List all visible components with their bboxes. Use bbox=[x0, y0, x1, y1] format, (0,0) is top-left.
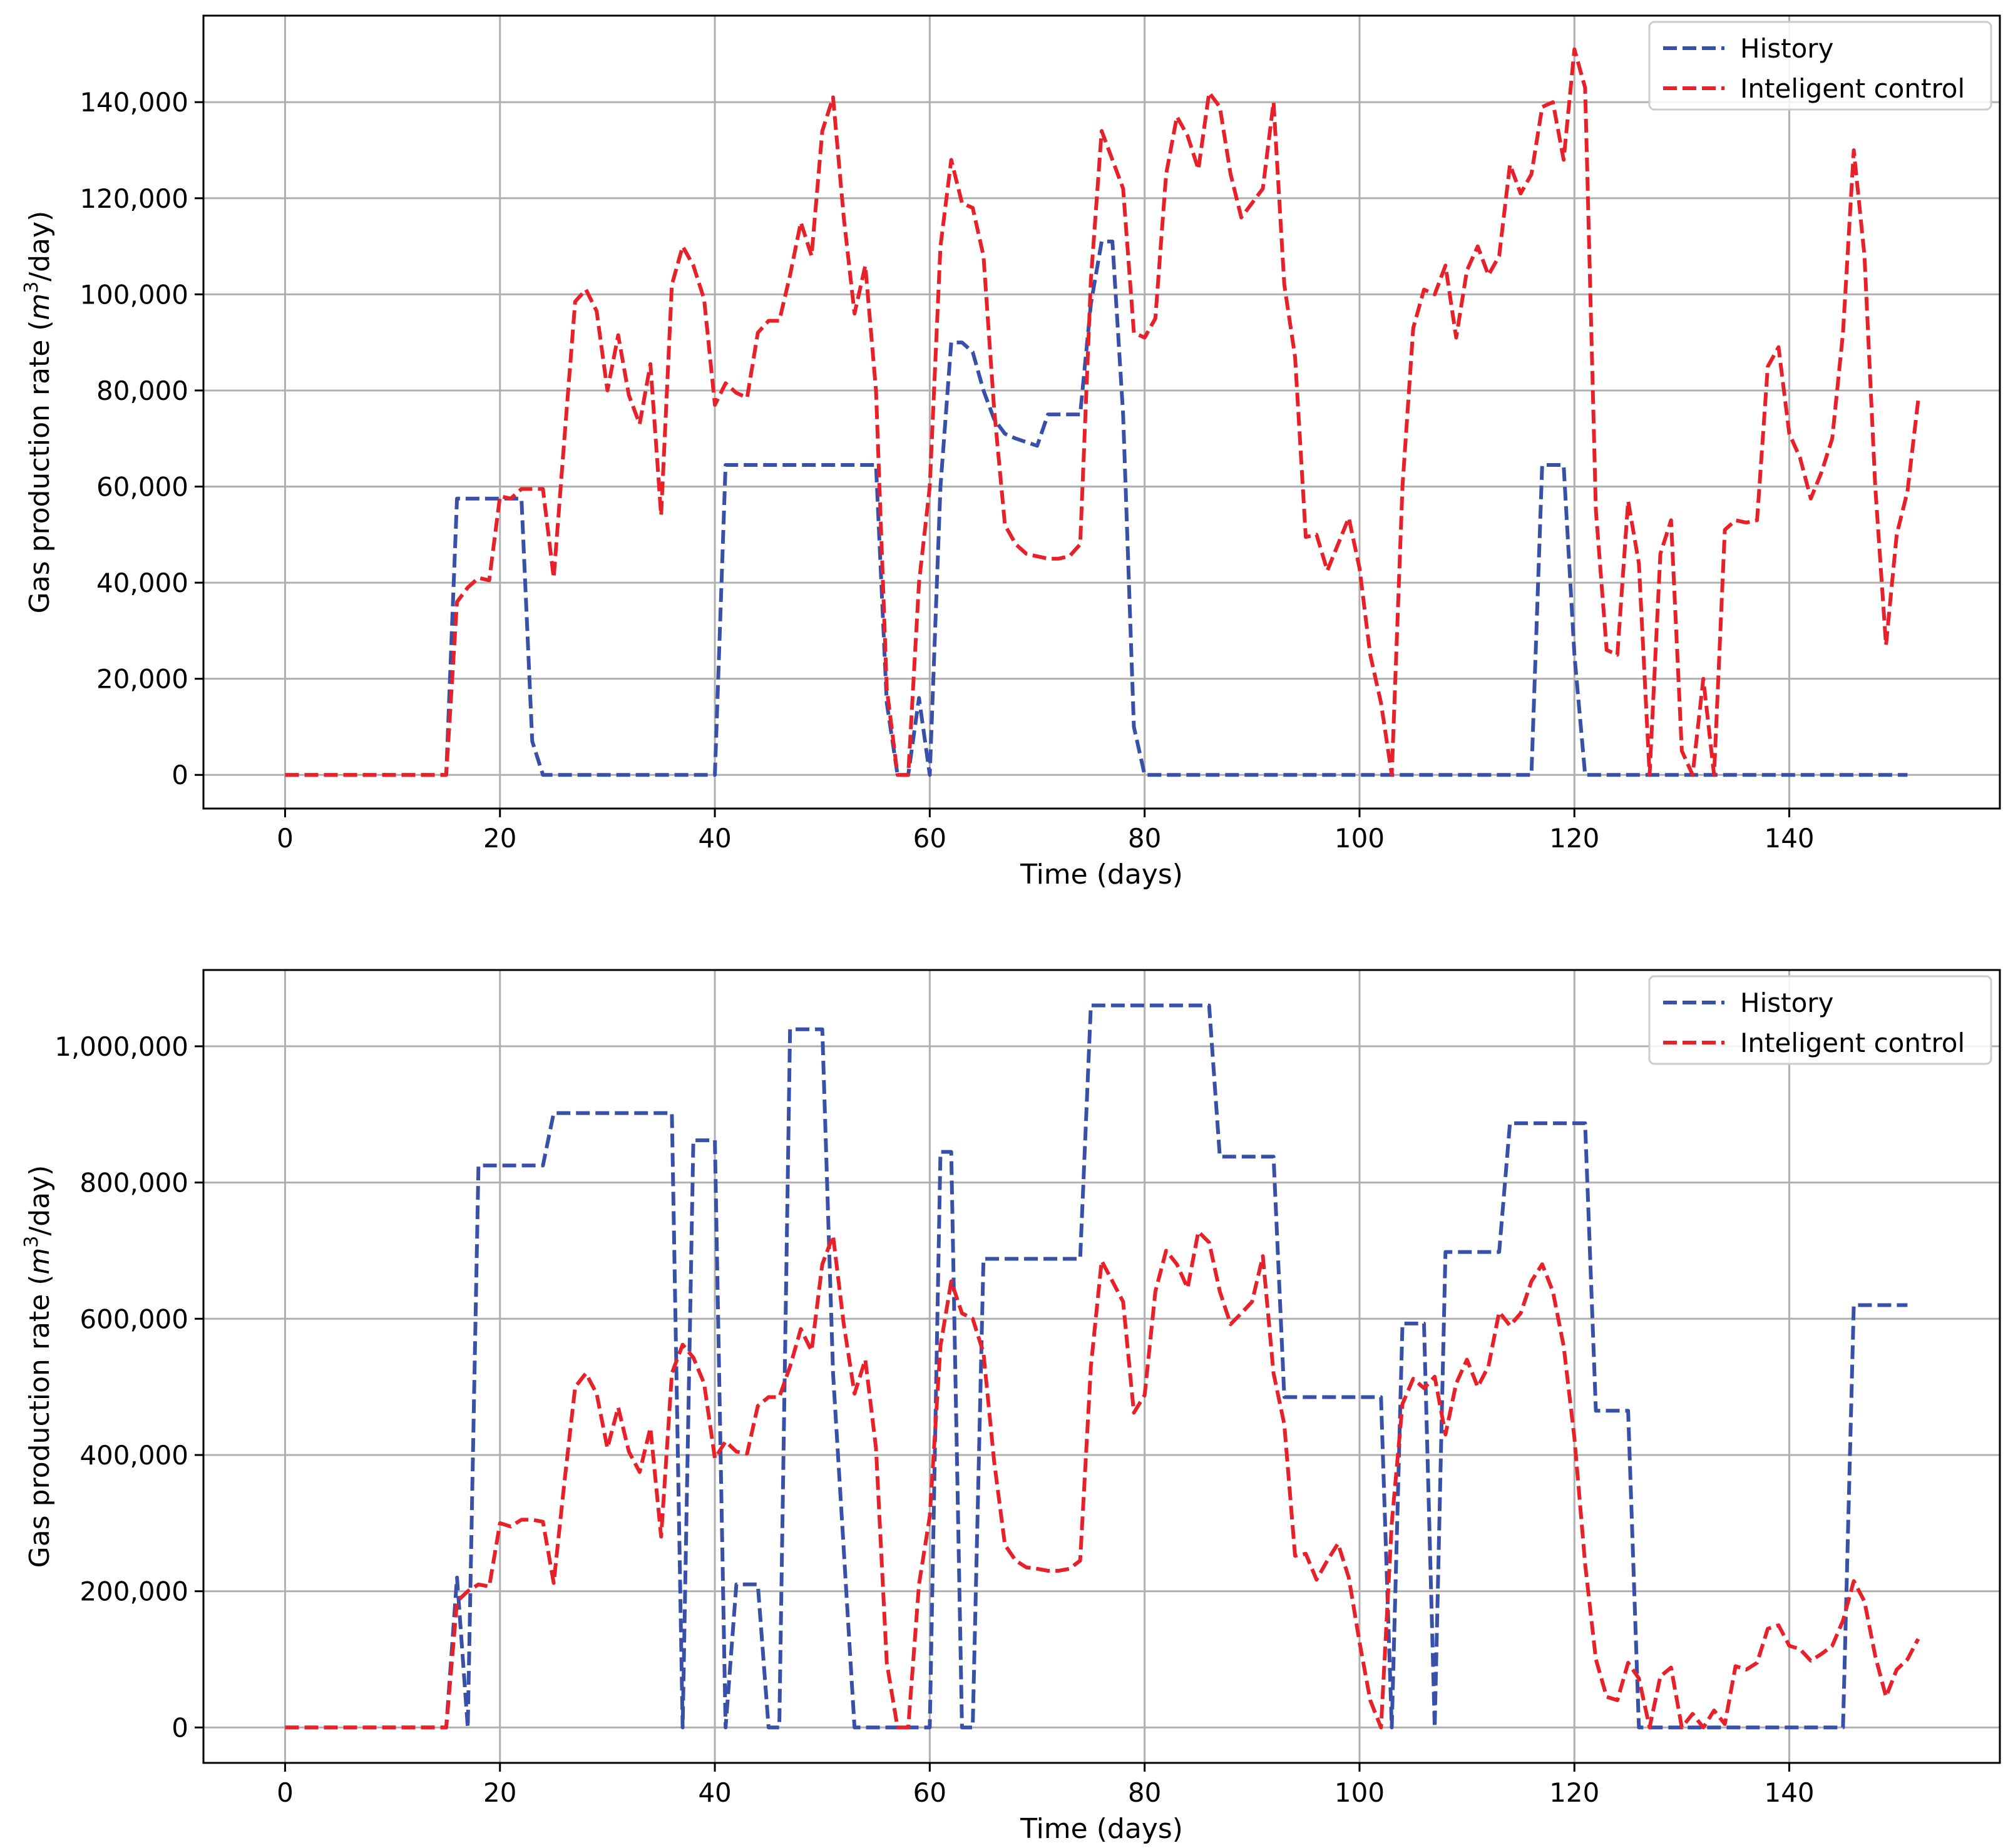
chart-panel-1: 0 20 40 60 80 100 120 140 0 20,000 40,000 60,000 80,… bbox=[21, 14, 2001, 891]
axes-frame bbox=[202, 969, 2001, 1764]
x-tick-label: 120 bbox=[1549, 1777, 1599, 1808]
y-tick-label: 600,000 bbox=[79, 1304, 188, 1334]
x-tick-label: 80 bbox=[1128, 823, 1161, 854]
series-line-inteligent-control bbox=[285, 1230, 1920, 1730]
legend: History Inteligent control bbox=[1648, 21, 1992, 111]
y-tick-label: 40,000 bbox=[96, 568, 188, 598]
y-axis-label-suffix: /day) bbox=[24, 1165, 56, 1236]
y-axis-label-suffix: /day) bbox=[24, 211, 56, 282]
y-tick-label: 20,000 bbox=[96, 664, 188, 695]
y-axis-label-superscript: 3 bbox=[21, 282, 43, 294]
y-tick-label: 0 bbox=[172, 1712, 188, 1743]
x-tick-label: 20 bbox=[483, 823, 516, 854]
series-line-history bbox=[285, 239, 1908, 777]
x-tick-label: 100 bbox=[1334, 1777, 1385, 1808]
x-tick-label: 40 bbox=[698, 823, 731, 854]
y-tick-label: 0 bbox=[172, 760, 188, 790]
y-axis-label-prefix: Gas production rate ( bbox=[24, 320, 56, 614]
y-axis-label: Gas production rate (m3/day) bbox=[21, 211, 56, 614]
x-tick-label: 140 bbox=[1764, 823, 1814, 854]
x-tick-label: 0 bbox=[277, 1777, 294, 1808]
y-tick-label: 140,000 bbox=[79, 87, 188, 118]
axes-frame bbox=[202, 14, 2001, 810]
legend-label: History bbox=[1740, 988, 1833, 1018]
y-tick-label: 800,000 bbox=[79, 1168, 188, 1198]
x-tick-label: 60 bbox=[913, 823, 946, 854]
y-tick-label: 80,000 bbox=[96, 375, 188, 406]
y-tick-label: 400,000 bbox=[79, 1440, 188, 1471]
y-axis-label-prefix: Gas production rate ( bbox=[24, 1275, 56, 1568]
x-tick-label: 0 bbox=[277, 823, 294, 854]
x-axis-label: Time (days) bbox=[1020, 859, 1183, 891]
chart-panel-2: 0 20 40 60 80 100 120 140 0 200,000 400,000 600,000… bbox=[21, 969, 2001, 1845]
x-tick-label: 60 bbox=[913, 1777, 946, 1808]
x-tick-label: 100 bbox=[1334, 823, 1385, 854]
series-line-inteligent-control bbox=[285, 47, 1920, 777]
y-tick-label: 60,000 bbox=[96, 472, 188, 503]
x-tick-label: 20 bbox=[483, 1777, 516, 1808]
x-tick-label: 40 bbox=[698, 1777, 731, 1808]
legend-box bbox=[1648, 975, 1992, 1065]
x-tick-label: 140 bbox=[1764, 1777, 1814, 1808]
y-axis-label-unit: m bbox=[24, 1248, 56, 1275]
legend: History Inteligent control bbox=[1648, 975, 1992, 1065]
series-group bbox=[285, 1003, 1920, 1730]
x-tick-label: 80 bbox=[1128, 1777, 1161, 1808]
y-tick-label: 120,000 bbox=[79, 183, 188, 214]
series-line-history bbox=[285, 1003, 1908, 1730]
y-tick-label: 200,000 bbox=[79, 1576, 188, 1607]
legend-label: History bbox=[1740, 33, 1833, 64]
y-axis-label: Gas production rate (m3/day) bbox=[21, 1165, 56, 1568]
x-axis-label: Time (days) bbox=[1020, 1813, 1183, 1845]
y-tick-label: 1,000,000 bbox=[54, 1031, 188, 1062]
y-axis-label-unit: m bbox=[24, 294, 56, 320]
y-tick-label: 100,000 bbox=[79, 279, 188, 310]
series-group bbox=[285, 47, 1920, 777]
legend-label: Inteligent control bbox=[1740, 1028, 1965, 1058]
legend-box bbox=[1648, 21, 1992, 111]
y-axis-label-superscript: 3 bbox=[21, 1236, 43, 1248]
legend-label: Inteligent control bbox=[1740, 73, 1965, 104]
x-tick-label: 120 bbox=[1549, 823, 1599, 854]
